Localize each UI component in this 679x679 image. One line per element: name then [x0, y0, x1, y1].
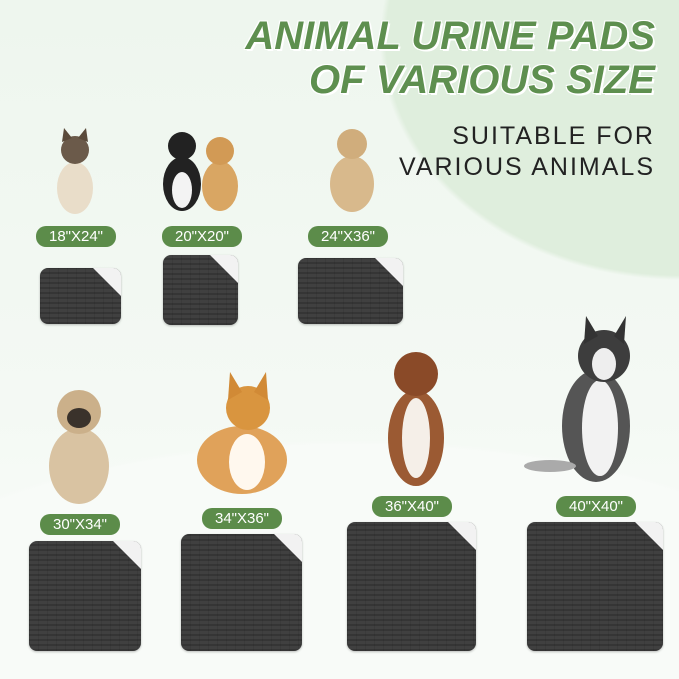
size-label-40x40: 40"X40" — [556, 496, 636, 517]
size-label-18x24: 18"X24" — [36, 226, 116, 247]
size-label-20x20: 20"X20" — [162, 226, 242, 247]
corgi-image — [197, 372, 287, 494]
size-label-34x36: 34"X36" — [202, 508, 282, 529]
siamese-cat-image — [57, 128, 93, 214]
husky-image — [524, 316, 630, 482]
pad-30x34 — [29, 541, 141, 651]
size-label-30x34: 30"X34" — [40, 514, 120, 535]
headline-line-2: OF VARIOUS SIZE — [309, 58, 655, 102]
pad-24x36 — [298, 258, 403, 324]
pad-36x40 — [347, 522, 476, 651]
cat-and-puppy-image — [163, 132, 238, 211]
pad-corner-curl — [375, 258, 403, 286]
pad-corner-curl — [93, 268, 121, 296]
pad-34x36 — [181, 534, 302, 651]
subheadline-line-1: SUITABLE FOR — [452, 122, 655, 150]
australian-shepherd-image — [388, 352, 444, 486]
subheadline-line-2: VARIOUS ANIMALS — [399, 153, 655, 181]
pad-corner-curl — [113, 541, 141, 569]
pad-corner-curl — [210, 255, 238, 283]
pad-corner-curl — [274, 534, 302, 562]
size-label-36x40: 36"X40" — [372, 496, 452, 517]
pad-corner-curl — [448, 522, 476, 550]
pad-20x20 — [163, 255, 238, 325]
pad-40x40 — [527, 522, 663, 651]
labrador-image — [330, 129, 374, 212]
headline-line-1: ANIMAL URINE PADS — [245, 14, 655, 58]
size-label-24x36: 24"X36" — [308, 226, 388, 247]
pad-18x24 — [40, 268, 121, 324]
pug-image — [49, 390, 109, 504]
pad-corner-curl — [635, 522, 663, 550]
